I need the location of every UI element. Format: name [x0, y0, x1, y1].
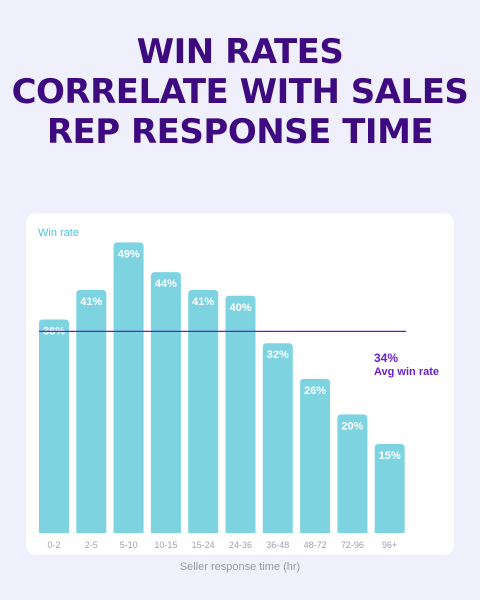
- x-tick-label: 24-36: [229, 540, 252, 550]
- avg-value-label: 34%: [374, 351, 398, 365]
- x-tick-label: 48-72: [304, 540, 327, 550]
- bar: [225, 295, 256, 533]
- title-line-2: CORRELATE WITH SALES: [11, 72, 469, 112]
- bar: [337, 414, 368, 533]
- bar: [76, 289, 107, 533]
- x-tick-label: 0-2: [47, 540, 60, 550]
- bar: [300, 378, 331, 533]
- x-tick-label: 36-48: [266, 540, 289, 550]
- data-label: 26%: [304, 385, 326, 397]
- x-tick-label: 10-15: [154, 540, 177, 550]
- x-tick-label: 96+: [382, 540, 397, 550]
- data-label: 41%: [192, 296, 214, 308]
- data-label: 20%: [341, 420, 363, 432]
- x-tick-label: 15-24: [192, 540, 215, 550]
- x-tick-label: 5-10: [120, 540, 138, 550]
- bar: [150, 272, 181, 533]
- data-label: 41%: [80, 296, 102, 308]
- bar: [113, 242, 144, 533]
- y-axis-label: Win rate: [38, 227, 79, 239]
- chart-title: WIN RATES CORRELATE WITH SALES REP RESPO…: [0, 32, 480, 152]
- data-label: 49%: [118, 248, 140, 260]
- data-label: 32%: [267, 349, 289, 361]
- data-label: 40%: [229, 302, 251, 314]
- data-label: 15%: [379, 450, 401, 462]
- title-line-1: WIN RATES: [136, 32, 344, 72]
- avg-line-label: Avg win rate: [374, 366, 439, 378]
- bar: [39, 319, 69, 533]
- bar: [188, 289, 219, 533]
- bar: [262, 343, 293, 533]
- x-tick-label: 2-5: [85, 540, 98, 550]
- x-axis-label: Seller response time (hr): [179, 561, 301, 573]
- data-label: 44%: [155, 278, 177, 290]
- x-tick-label: 72-96: [341, 540, 364, 550]
- title-line-3: REP RESPONSE TIME: [46, 112, 434, 152]
- bar: [374, 444, 405, 533]
